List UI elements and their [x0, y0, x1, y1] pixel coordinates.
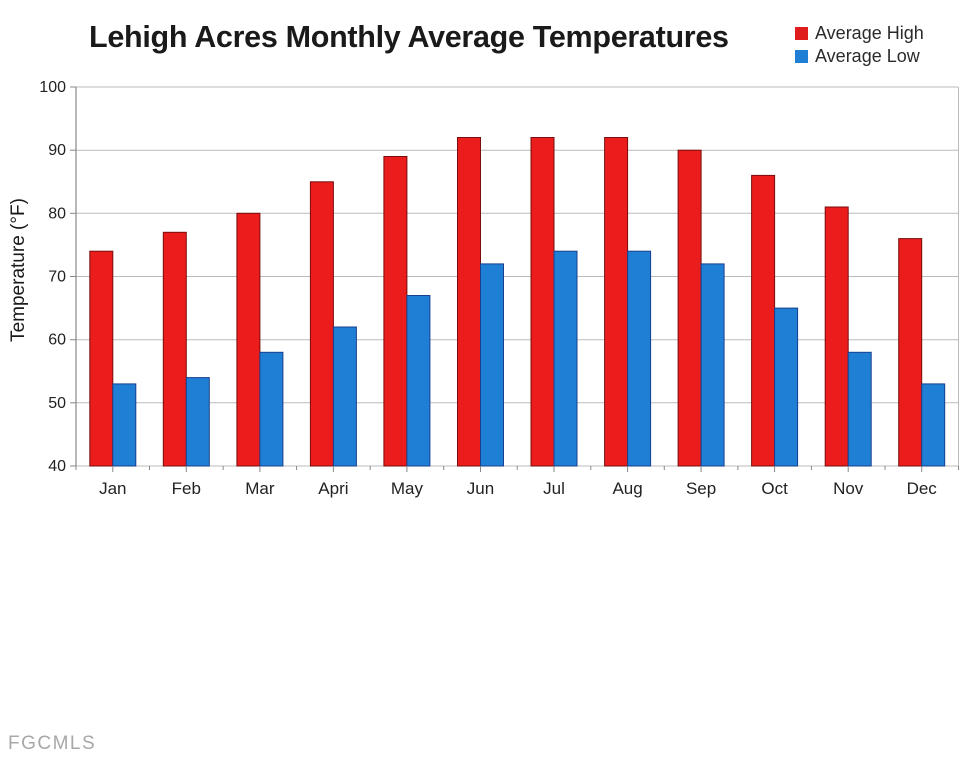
svg-text:100: 100 [39, 79, 66, 96]
svg-text:May: May [391, 479, 424, 498]
svg-text:Jan: Jan [99, 479, 126, 498]
svg-text:Dec: Dec [907, 479, 938, 498]
svg-text:Aug: Aug [612, 479, 642, 498]
svg-text:60: 60 [48, 332, 66, 349]
svg-text:50: 50 [48, 395, 66, 412]
svg-text:40: 40 [48, 458, 66, 475]
svg-text:Jun: Jun [467, 479, 494, 498]
svg-text:Apri: Apri [318, 479, 348, 498]
svg-text:Oct: Oct [761, 479, 788, 498]
svg-text:Feb: Feb [172, 479, 201, 498]
svg-text:80: 80 [48, 205, 66, 222]
svg-text:Nov: Nov [833, 479, 864, 498]
svg-text:90: 90 [48, 142, 66, 159]
svg-text:Jul: Jul [543, 479, 565, 498]
svg-text:Sep: Sep [686, 479, 716, 498]
svg-text:70: 70 [48, 269, 66, 286]
svg-text:Mar: Mar [245, 479, 275, 498]
